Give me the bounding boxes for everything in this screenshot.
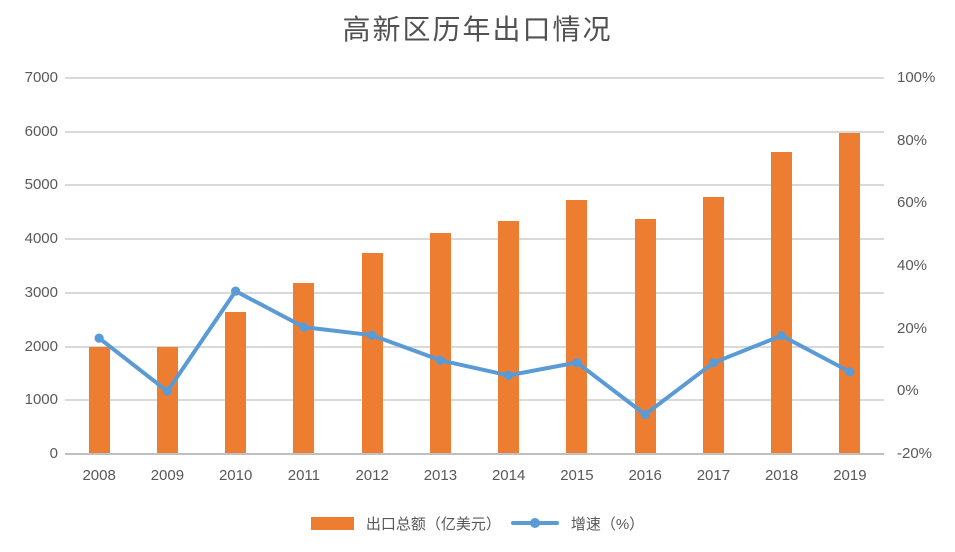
gridline-7000 bbox=[65, 77, 884, 79]
y-right-tick-40%: 40% bbox=[897, 257, 928, 274]
y-right-tick-0%: 0% bbox=[897, 382, 919, 400]
x-tick-2014: 2014 bbox=[491, 467, 526, 484]
gridline-4000 bbox=[65, 238, 884, 241]
bar-2016 bbox=[634, 218, 656, 454]
bar-2008 bbox=[88, 346, 110, 454]
line-marker-2014 bbox=[504, 370, 514, 380]
bar-2012 bbox=[361, 252, 383, 454]
x-tick-2016: 2016 bbox=[628, 467, 662, 484]
line-marker-2011 bbox=[299, 322, 309, 332]
line-marker-2019 bbox=[845, 367, 855, 377]
chart-title: 高新区历年出口情况 bbox=[342, 15, 613, 46]
y-left-tick-3000: 3000 bbox=[24, 283, 58, 301]
x-tick-2011: 2011 bbox=[287, 467, 320, 484]
line-marker-2017 bbox=[708, 358, 719, 368]
y-right-tick-20%: 20% bbox=[897, 319, 928, 337]
bar-2010 bbox=[225, 312, 247, 454]
growth-line bbox=[97, 289, 852, 417]
bar-2015 bbox=[566, 199, 588, 454]
gridline-5000 bbox=[65, 184, 884, 187]
bar-2009 bbox=[156, 346, 178, 454]
x-tick-2013: 2013 bbox=[423, 467, 458, 484]
gridline-0 bbox=[65, 453, 884, 455]
bar-2013 bbox=[429, 232, 451, 454]
y-right-tick-60%: 60% bbox=[897, 194, 928, 212]
y-right-tick-100%: 100% bbox=[897, 69, 936, 86]
legend-bar-label: 出口总额（亿美元） bbox=[365, 515, 501, 533]
x-tick-2008: 2008 bbox=[82, 467, 116, 484]
y-left-tick-0: 0 bbox=[49, 445, 58, 462]
gridline-3000 bbox=[65, 291, 884, 294]
legend-line-swatch bbox=[510, 517, 559, 529]
growth-line-layer bbox=[94, 286, 855, 420]
gridline-2000 bbox=[65, 345, 884, 348]
x-tick-2017: 2017 bbox=[696, 467, 731, 484]
legend-line-marker-icon bbox=[529, 518, 540, 528]
y-right-tick-80%: 80% bbox=[897, 131, 928, 149]
line-marker-2008 bbox=[94, 333, 104, 343]
y-left-tick-7000: 7000 bbox=[24, 69, 58, 86]
x-tick-2012: 2012 bbox=[355, 467, 389, 484]
x-tick-2018: 2018 bbox=[764, 467, 799, 484]
legend: 出口总额（亿美元） 增速（%） bbox=[0, 508, 955, 538]
line-marker-2010 bbox=[231, 286, 241, 296]
bar-2017 bbox=[702, 197, 724, 454]
line-marker-2012 bbox=[367, 330, 377, 340]
y-left-tick-5000: 5000 bbox=[24, 176, 58, 194]
bar-2019 bbox=[839, 132, 861, 454]
legend-line-label: 增速（%） bbox=[570, 515, 645, 533]
y-left-tick-2000: 2000 bbox=[24, 337, 58, 355]
y-left-tick-1000: 1000 bbox=[24, 391, 58, 409]
bar-2018 bbox=[771, 151, 793, 454]
x-tick-2019: 2019 bbox=[833, 467, 867, 484]
line-marker-2016 bbox=[640, 409, 650, 420]
x-tick-2009: 2009 bbox=[150, 467, 185, 484]
gridline-1000 bbox=[65, 399, 884, 402]
bar-2014 bbox=[498, 221, 520, 454]
legend-bar-swatch bbox=[310, 516, 354, 530]
plot-area bbox=[65, 77, 884, 455]
line-marker-2009 bbox=[162, 386, 172, 396]
y-left-tick-4000: 4000 bbox=[24, 230, 58, 248]
y-right-tick--20%: -20% bbox=[897, 445, 933, 462]
line-marker-2013 bbox=[435, 355, 445, 365]
x-tick-2010: 2010 bbox=[218, 467, 253, 484]
y-left-tick-6000: 6000 bbox=[24, 122, 58, 140]
gridline-6000 bbox=[65, 130, 884, 133]
line-marker-2018 bbox=[777, 331, 787, 341]
x-tick-2015: 2015 bbox=[560, 467, 594, 484]
line-marker-2015 bbox=[572, 357, 582, 368]
